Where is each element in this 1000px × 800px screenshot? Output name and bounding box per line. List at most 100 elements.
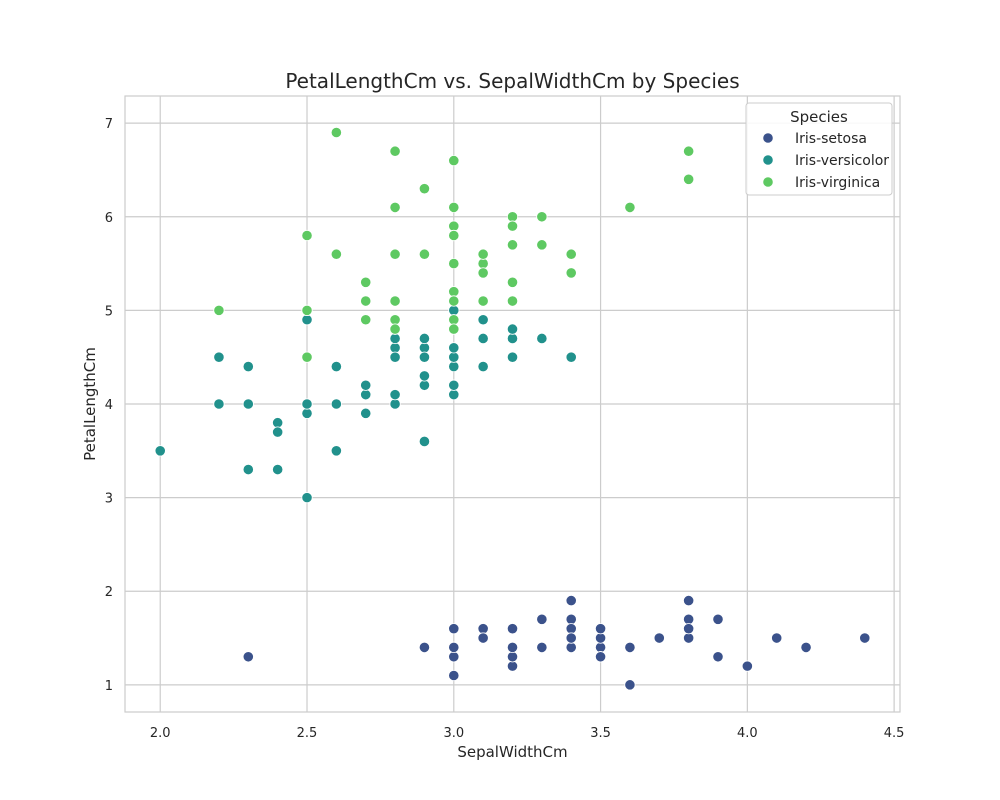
- data-point: [506, 651, 519, 663]
- data-point: [506, 323, 519, 335]
- data-point: [360, 276, 372, 288]
- x-tick-label: 2.5: [297, 726, 318, 741]
- data-point: [506, 351, 519, 363]
- data-point: [653, 632, 665, 644]
- legend-title: Species: [790, 108, 848, 126]
- legend-label: Iris-setosa: [795, 131, 867, 147]
- data-point: [360, 295, 372, 307]
- data-point: [448, 154, 460, 167]
- data-point: [594, 651, 607, 663]
- data-point: [565, 641, 577, 654]
- data-point: [301, 229, 313, 242]
- data-point: [565, 632, 577, 644]
- data-point: [536, 239, 548, 251]
- data-point: [448, 351, 460, 363]
- data-point: [536, 613, 548, 625]
- data-point: [389, 398, 401, 410]
- data-point: [506, 623, 519, 635]
- data-point: [683, 613, 695, 625]
- data-point: [506, 660, 519, 672]
- data-point: [771, 632, 783, 644]
- data-point: [242, 398, 254, 410]
- data-point: [301, 314, 313, 326]
- data-point: [242, 360, 254, 373]
- data-point: [330, 398, 342, 410]
- data-point: [594, 623, 607, 635]
- data-point: [418, 435, 431, 448]
- data-point: [448, 669, 460, 682]
- data-point: [301, 351, 313, 363]
- data-point: [448, 360, 460, 373]
- data-point: [448, 201, 460, 214]
- series-iris-setosa: [242, 594, 871, 691]
- data-point: [272, 417, 284, 429]
- data-point: [389, 351, 401, 363]
- data-point: [448, 641, 460, 654]
- x-tick-label: 3.0: [443, 726, 464, 741]
- data-point: [301, 407, 313, 419]
- data-point: [477, 632, 489, 644]
- series-iris-virginica: [213, 126, 695, 363]
- y-tick-label: 3: [105, 492, 113, 507]
- data-point: [477, 248, 489, 260]
- data-point: [683, 173, 695, 185]
- data-point: [536, 211, 548, 223]
- data-point: [683, 632, 695, 644]
- x-axis-label: SepalWidthCm: [457, 743, 567, 761]
- data-point: [418, 351, 431, 363]
- data-point: [242, 651, 254, 663]
- data-point: [624, 201, 636, 214]
- data-point: [330, 126, 342, 139]
- data-point: [448, 389, 460, 401]
- data-point: [448, 295, 460, 307]
- legend-marker: [762, 132, 774, 144]
- data-point: [213, 351, 225, 363]
- data-point: [800, 641, 812, 654]
- data-point: [389, 332, 401, 345]
- data-point: [360, 407, 372, 419]
- data-point: [536, 332, 548, 345]
- data-point: [565, 248, 577, 260]
- data-point: [448, 323, 460, 335]
- data-point: [389, 295, 401, 307]
- data-point: [418, 248, 431, 260]
- data-point: [418, 641, 431, 654]
- data-point: [330, 248, 342, 260]
- data-point: [594, 632, 607, 644]
- x-tick-label: 4.5: [884, 726, 905, 741]
- data-point: [477, 360, 489, 373]
- data-point: [301, 492, 313, 504]
- legend-label: Iris-versicolor: [795, 153, 889, 169]
- data-point: [360, 314, 372, 326]
- data-point: [389, 201, 401, 214]
- data-point: [242, 463, 254, 476]
- data-point: [360, 389, 372, 401]
- data-point: [448, 623, 460, 635]
- data-point: [683, 145, 695, 157]
- data-point: [477, 314, 489, 326]
- data-point: [448, 651, 460, 663]
- data-point: [565, 623, 577, 635]
- x-tick-label: 2.0: [150, 726, 171, 741]
- data-point: [506, 332, 519, 345]
- data-point: [389, 323, 401, 335]
- y-tick-label: 5: [105, 304, 113, 319]
- data-point: [859, 632, 871, 644]
- data-point: [565, 267, 577, 279]
- data-point: [448, 379, 460, 391]
- data-point: [418, 183, 431, 195]
- y-tick-label: 6: [105, 211, 113, 226]
- data-point: [624, 641, 636, 654]
- data-point: [418, 342, 431, 354]
- data-point: [448, 257, 460, 270]
- data-point: [448, 220, 460, 232]
- data-point: [418, 379, 431, 391]
- legend-marker: [762, 176, 774, 188]
- data-point: [624, 679, 636, 691]
- data-point: [448, 304, 460, 316]
- data-point: [683, 594, 695, 607]
- y-axis-ticks: 1 2 3 4 5 6 7: [105, 117, 113, 694]
- data-point: [506, 220, 519, 232]
- y-axis-label: PetalLengthCm: [81, 347, 99, 461]
- data-point: [301, 304, 313, 316]
